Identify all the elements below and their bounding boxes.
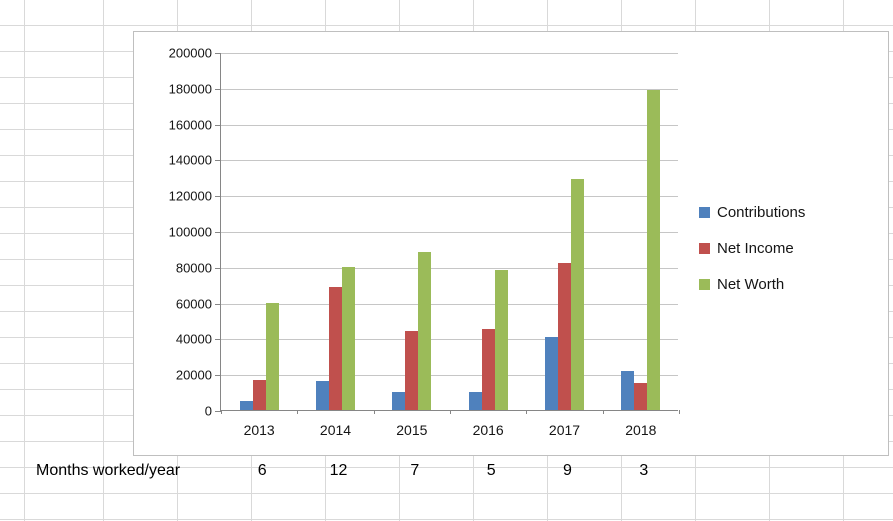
- y-axis-label: 160000: [168, 117, 212, 133]
- x-tick-mark: [373, 410, 375, 414]
- months-worked-value[interactable]: 3: [639, 462, 649, 479]
- legend-swatch-icon: [699, 242, 710, 254]
- y-axis-label: 140000: [168, 152, 212, 168]
- y-axis-label: 120000: [168, 188, 212, 204]
- legend-item-net-worth[interactable]: Net Worth: [699, 272, 805, 296]
- y-axis-label: 20000: [175, 367, 212, 383]
- y-tick-mark: [215, 375, 221, 377]
- y-tick-mark: [215, 339, 221, 341]
- x-axis-label: 2013: [243, 422, 275, 438]
- months-worked-value[interactable]: 12: [329, 462, 348, 479]
- y-tick-mark: [215, 88, 221, 90]
- x-axis-label: 2017: [548, 422, 581, 438]
- x-tick-mark: [450, 410, 451, 414]
- y-axis-label: 0: [204, 403, 212, 419]
- legend-swatch-icon: [699, 278, 710, 290]
- months-worked-value[interactable]: 6: [257, 462, 267, 479]
- y-gridline: [221, 53, 678, 54]
- y-tick-mark: [215, 124, 221, 126]
- x-axis-label: 2016: [472, 422, 504, 438]
- x-tick-mark: [526, 410, 528, 414]
- bar-contributions-2015[interactable]: [392, 392, 406, 410]
- y-gridline: [221, 267, 678, 269]
- y-axis-label: 100000: [168, 224, 212, 240]
- y-tick-mark: [215, 196, 221, 198]
- y-tick-mark: [215, 267, 221, 269]
- months-row-label[interactable]: Months worked/year: [36, 462, 181, 479]
- bar-net-income-2015[interactable]: [405, 331, 419, 410]
- y-axis-label: 60000: [175, 296, 212, 312]
- x-tick-mark: [602, 410, 604, 414]
- plot-area: [215, 53, 680, 414]
- y-axis-label: 200000: [168, 45, 212, 61]
- y-gridline: [221, 196, 678, 198]
- x-tick-mark: [679, 410, 680, 414]
- bar-net-worth-2018[interactable]: [647, 89, 661, 410]
- x-axis-label: 2018: [625, 422, 657, 438]
- y-axis-label: 40000: [175, 331, 212, 347]
- bar-contributions-2018[interactable]: [621, 370, 635, 410]
- y-tick-mark: [215, 303, 221, 305]
- y-gridline: [221, 124, 678, 126]
- bar-net-income-2016[interactable]: [481, 329, 495, 410]
- legend-item-contributions[interactable]: Contributions: [699, 200, 805, 224]
- bar-net-income-2014[interactable]: [329, 286, 342, 410]
- legend-label: Contributions: [717, 203, 806, 221]
- y-tick-mark: [215, 411, 221, 412]
- months-worked-value[interactable]: 9: [563, 462, 572, 479]
- x-axis-label: 2014: [319, 422, 352, 438]
- y-axis-label: 180000: [168, 81, 212, 97]
- bar-contributions-2014[interactable]: [316, 381, 329, 410]
- bar-net-worth-2017[interactable]: [571, 179, 584, 410]
- bar-contributions-2013[interactable]: [239, 401, 253, 410]
- y-axis-label: 80000: [175, 260, 212, 276]
- legend-label: Net Income: [717, 239, 794, 257]
- bar-net-income-2017[interactable]: [558, 263, 571, 410]
- bar-contributions-2016[interactable]: [468, 392, 482, 410]
- months-worked-value[interactable]: 7: [410, 462, 420, 479]
- y-axis: 0 20000 40000 60000 80000 100000 120000 140000 1…: [134, 46, 212, 419]
- legend-label: Net Worth: [717, 275, 785, 293]
- x-tick-mark: [297, 410, 299, 414]
- bar-net-worth-2013[interactable]: [265, 302, 279, 410]
- bar-net-income-2018[interactable]: [634, 383, 648, 410]
- y-tick-mark: [215, 53, 221, 54]
- bar-net-worth-2014[interactable]: [342, 266, 355, 410]
- y-tick-mark: [215, 232, 221, 233]
- bar-net-worth-2016[interactable]: [494, 270, 508, 410]
- y-gridline: [221, 88, 678, 90]
- x-axis: 2013 2014 2015 2016 2017 2018: [221, 422, 679, 444]
- bar-net-income-2013[interactable]: [252, 379, 266, 410]
- y-tick-mark: [215, 160, 221, 162]
- y-gridline: [221, 303, 678, 305]
- legend-swatch-icon: [699, 206, 710, 218]
- bar-contributions-2017[interactable]: [545, 336, 558, 410]
- legend: Contributions Net Income Net Worth: [699, 200, 805, 308]
- y-gridline: [221, 375, 678, 377]
- y-gridline: [221, 160, 678, 162]
- x-axis-label: 2015: [396, 422, 428, 438]
- x-tick-mark: [221, 410, 222, 414]
- months-worked-row: Months worked/year 6 12 7 5 9 3: [0, 458, 893, 484]
- chart-container[interactable]: 0 20000 40000 60000 80000 100000 120000 140000 1…: [133, 31, 889, 456]
- legend-item-net-income[interactable]: Net Income: [699, 236, 805, 260]
- bar-net-worth-2015[interactable]: [418, 252, 432, 410]
- months-worked-value[interactable]: 5: [486, 462, 496, 479]
- y-gridline: [221, 339, 678, 341]
- y-gridline: [221, 232, 678, 233]
